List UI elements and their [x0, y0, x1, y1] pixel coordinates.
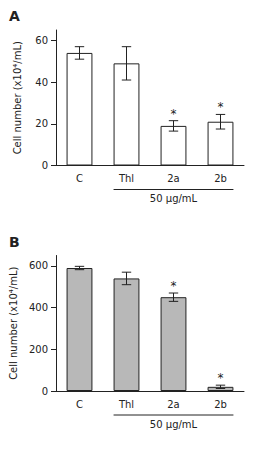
svg-text:Cell number (x10⁴/mL): Cell number (x10⁴/mL) [12, 41, 23, 154]
svg-text:200: 200 [29, 344, 48, 355]
svg-text:60: 60 [35, 35, 48, 46]
svg-text:Thl: Thl [118, 399, 134, 410]
svg-text:2a: 2a [167, 173, 180, 184]
svg-text:*: * [218, 100, 224, 114]
svg-text:50 μg/mL: 50 μg/mL [150, 419, 198, 430]
svg-text:0: 0 [42, 160, 48, 171]
svg-text:C: C [76, 173, 83, 184]
svg-text:Thl: Thl [118, 173, 134, 184]
svg-text:50 μg/mL: 50 μg/mL [150, 193, 198, 204]
svg-text:2a: 2a [167, 399, 180, 410]
svg-text:2b: 2b [214, 173, 227, 184]
svg-text:400: 400 [29, 302, 48, 313]
svg-text:*: * [218, 371, 224, 385]
svg-text:A: A [9, 8, 20, 24]
svg-text:0: 0 [42, 386, 48, 397]
svg-text:20: 20 [35, 118, 48, 129]
svg-text:2b: 2b [214, 399, 227, 410]
svg-text:C: C [76, 399, 83, 410]
svg-text:B: B [9, 234, 20, 250]
svg-text:600: 600 [29, 260, 48, 271]
svg-text:*: * [171, 279, 177, 293]
svg-text:40: 40 [35, 77, 48, 88]
svg-text:Cell number (x10⁴/mL): Cell number (x10⁴/mL) [8, 267, 19, 380]
svg-text:*: * [171, 107, 177, 121]
